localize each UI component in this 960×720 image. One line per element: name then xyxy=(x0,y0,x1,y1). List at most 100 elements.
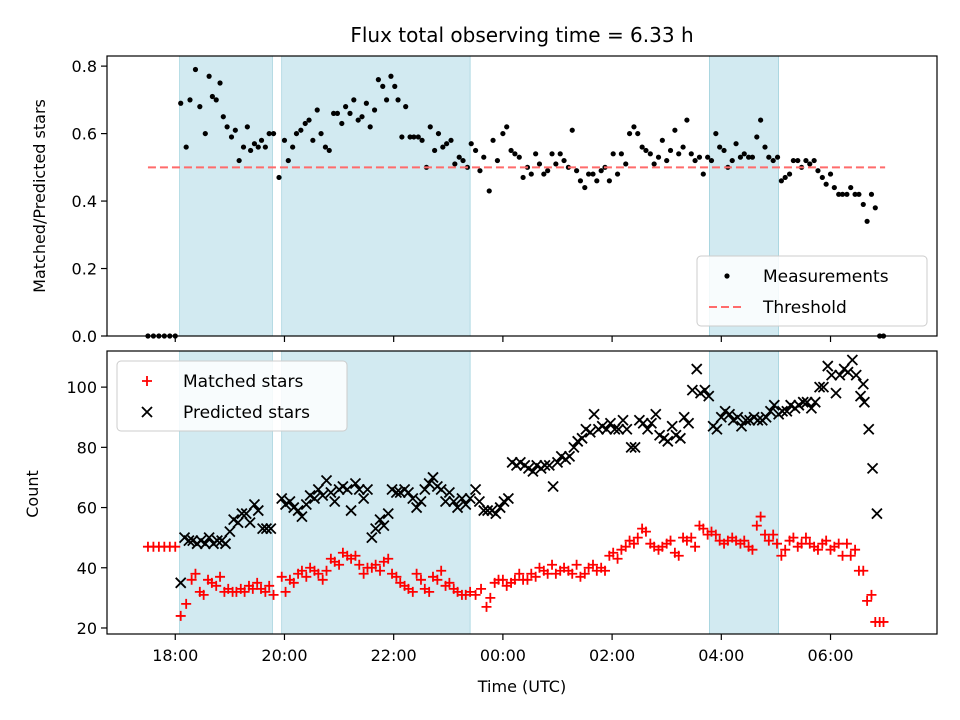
matched-point xyxy=(370,559,381,570)
matched-point xyxy=(170,541,181,552)
measurement-point xyxy=(582,184,588,191)
predicted-point xyxy=(666,420,678,432)
measurement-point xyxy=(403,104,409,110)
matched-point xyxy=(739,535,750,546)
predicted-point xyxy=(858,396,871,408)
measurement-point xyxy=(318,130,324,137)
predicted-point xyxy=(781,405,793,417)
measurement-point xyxy=(667,147,674,154)
predicted-point xyxy=(203,532,215,544)
predicted-point xyxy=(625,441,637,453)
measurement-point xyxy=(520,174,526,181)
predicted-point xyxy=(715,411,727,423)
measurement-point xyxy=(639,144,645,150)
predicted-point xyxy=(435,483,447,496)
predicted-point xyxy=(232,516,244,529)
measurement-point xyxy=(647,151,653,157)
measurement-point xyxy=(836,191,842,197)
axes-frame xyxy=(106,350,938,635)
measurement-point xyxy=(500,130,506,137)
matched-point xyxy=(686,532,697,543)
predicted-point xyxy=(641,423,654,435)
measurement-point xyxy=(363,100,369,106)
y-tick-label: 0.4 xyxy=(72,192,97,211)
measurement-point xyxy=(456,154,462,160)
predicted-point xyxy=(378,519,390,532)
matched-point xyxy=(407,586,418,597)
shaded-interval-2 xyxy=(708,350,779,635)
measurement-point xyxy=(187,97,193,103)
shaded-interval-1 xyxy=(281,55,471,337)
predicted-point xyxy=(682,417,695,429)
predicted-point xyxy=(244,516,256,529)
matched-point xyxy=(788,532,799,543)
predicted-point xyxy=(265,522,277,535)
predicted-point xyxy=(256,522,269,535)
predicted-point xyxy=(473,495,486,508)
axes-frame xyxy=(106,55,938,337)
predicted-point xyxy=(300,498,312,511)
predicted-point xyxy=(617,414,629,426)
measurement-point xyxy=(655,154,662,160)
matched-point xyxy=(587,559,598,570)
predicted-point xyxy=(345,504,357,517)
predicted-point xyxy=(341,483,353,496)
predicted-point xyxy=(312,483,324,496)
measurement-point xyxy=(504,124,510,130)
predicted-point xyxy=(760,411,772,423)
measurement-point xyxy=(795,157,801,164)
matched-point xyxy=(579,568,590,579)
y-axis-label-top: Matched/Predicted stars xyxy=(30,99,49,293)
measurement-point xyxy=(614,171,621,177)
matched-point xyxy=(755,511,766,522)
measurement-point xyxy=(705,154,711,160)
measurement-point xyxy=(236,157,242,164)
matched-point xyxy=(772,538,783,549)
predicted-point xyxy=(308,492,321,505)
measurement-point xyxy=(419,137,425,143)
predicted-point xyxy=(361,483,374,496)
measurement-point xyxy=(553,161,559,167)
predicted-point xyxy=(686,384,699,396)
predicted-point xyxy=(320,474,333,487)
matched-point xyxy=(862,595,873,606)
measurement-point xyxy=(486,188,492,194)
predicted-point xyxy=(813,381,826,393)
predicted-point xyxy=(494,501,506,514)
measurement-point xyxy=(635,130,641,137)
predicted-point xyxy=(539,459,551,472)
predicted-point xyxy=(349,477,362,490)
measurement-point xyxy=(606,178,612,184)
measurement-point xyxy=(758,117,764,123)
predicted-point xyxy=(691,363,703,375)
matched-point xyxy=(288,577,299,588)
measurement-point xyxy=(823,181,829,187)
matched-point xyxy=(354,559,365,570)
measurement-point xyxy=(178,100,184,106)
measurement-point xyxy=(440,144,446,150)
predicted-point xyxy=(464,492,476,505)
matched-point xyxy=(514,568,525,579)
predicted-point xyxy=(797,396,809,408)
measurement-point xyxy=(868,191,875,197)
predicted-point xyxy=(604,417,617,429)
measurement-point xyxy=(717,144,723,150)
measurement-point xyxy=(852,191,858,197)
measurement-point xyxy=(306,117,312,123)
predicted-point xyxy=(850,369,862,381)
predicted-point xyxy=(490,507,502,520)
predicted-point xyxy=(219,538,232,550)
matched-point xyxy=(375,565,386,576)
measurement-point xyxy=(811,157,817,164)
predicted-point xyxy=(543,459,555,472)
shaded-interval-0 xyxy=(179,55,273,337)
matched-point xyxy=(424,586,435,597)
matched-point xyxy=(175,610,186,621)
chart-title: Flux total observing time = 6.33 h xyxy=(350,23,693,47)
predicted-point xyxy=(448,495,460,508)
y-tick-label: 0.8 xyxy=(72,57,97,76)
matched-point xyxy=(444,577,455,588)
legend-marker xyxy=(141,406,153,418)
predicted-point xyxy=(613,423,625,435)
measurement-point xyxy=(749,154,756,160)
